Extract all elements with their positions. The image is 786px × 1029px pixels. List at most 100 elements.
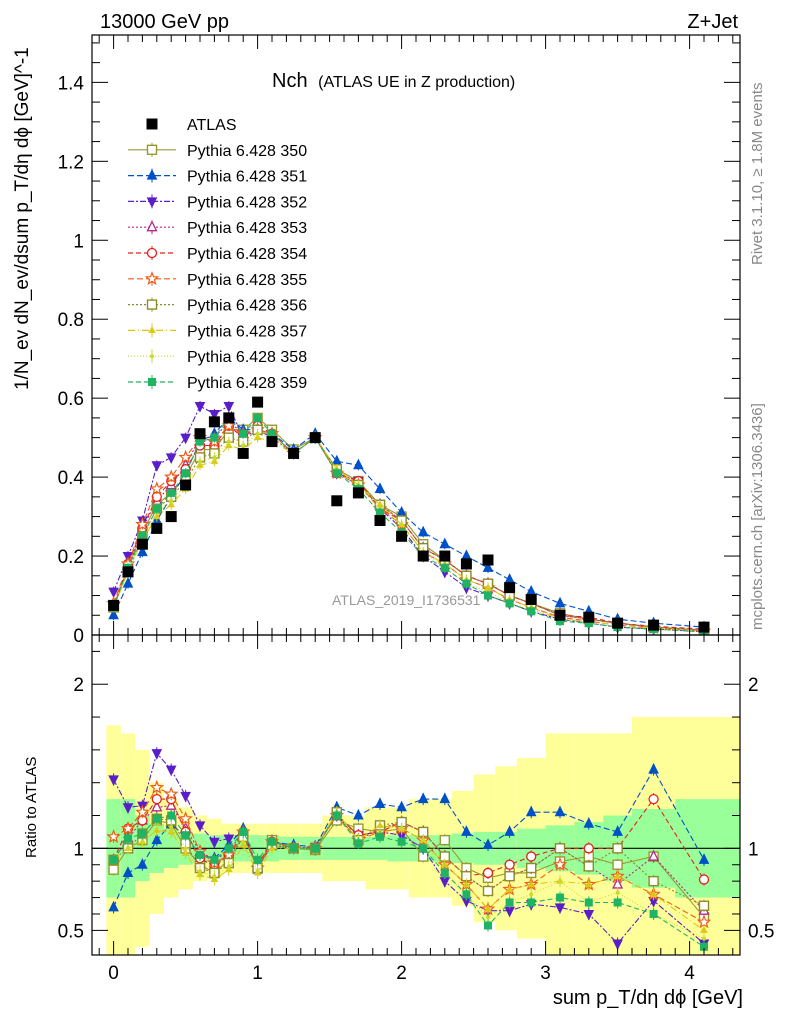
ratio-point: [419, 844, 428, 853]
plot-title-main: Nch: [272, 70, 308, 92]
axes-layer: 0 1 2 3 4 0 0.2 0.4 0.6 0.8 1 1.2 1.4 0.5 0.5 1 1 2 2: [58, 35, 774, 984]
ratio-point: [183, 846, 188, 851]
ratio-point: [439, 834, 450, 846]
ratio-point: [439, 792, 451, 804]
ratio-point: [648, 762, 659, 774]
ratio-point: [583, 861, 594, 872]
legend-marker: [146, 144, 158, 156]
ratio-point: [484, 921, 492, 930]
process-label: Z+Jet: [687, 11, 738, 33]
ratio-y-tick-label: 1: [73, 839, 84, 860]
mc-point: [462, 579, 471, 588]
atlas-data-point: [165, 511, 177, 523]
ratio-point: [554, 843, 566, 854]
ratio-point: [210, 855, 219, 864]
ratio-point: [374, 797, 386, 809]
x-tick-label: 0: [108, 963, 119, 984]
mc-point: [108, 608, 119, 620]
ratio-point: [353, 808, 364, 820]
energy-label: 13000 GeV pp: [100, 11, 229, 33]
legend-label: Pythia 6.428 350: [187, 143, 307, 160]
atlas-data-point: [554, 609, 566, 621]
legend-label: Pythia 6.428 356: [187, 298, 307, 315]
ratio-point: [151, 749, 163, 760]
ratio-point: [698, 853, 710, 864]
mc-point: [122, 577, 134, 588]
ratio-point: [181, 831, 190, 840]
mc-point: [374, 482, 386, 493]
ratio-point: [615, 890, 620, 895]
ratio-point: [527, 880, 536, 887]
legend-marker: [148, 326, 156, 333]
legend-marker: [144, 271, 160, 286]
mc-point: [163, 469, 179, 484]
ratio-point: [149, 779, 165, 794]
ratio-point: [122, 803, 134, 814]
atlas-data-point: [252, 396, 264, 408]
ratio-point: [108, 900, 119, 912]
ratio-point: [151, 800, 163, 812]
ratio-point: [311, 844, 320, 853]
ratio-point: [124, 834, 132, 843]
ratio-point: [224, 844, 233, 853]
rivet-label: Rivet 3.1.10, ≥ 1.8M events: [749, 83, 766, 266]
legend-marker: [150, 354, 154, 359]
atlas-data-point: [396, 530, 408, 542]
ratio-point: [152, 814, 161, 823]
atlas-data-point: [417, 550, 429, 562]
atlas-data-point: [374, 515, 386, 527]
ratio-point: [209, 837, 220, 849]
ratio-point: [108, 864, 119, 875]
plot-title-sub: (ATLAS UE in Z production): [318, 74, 515, 91]
ratio-point: [529, 892, 534, 897]
ratio-point: [554, 903, 566, 915]
ratio-point: [212, 874, 217, 879]
ratio-point: [223, 834, 235, 846]
y-tick-label: 0.4: [58, 468, 85, 489]
ratio-point: [241, 839, 246, 844]
ratio-point: [482, 885, 494, 897]
legend-label: Pythia 6.428 351: [187, 169, 307, 186]
atlas-data-point: [194, 428, 206, 440]
ratio-point: [613, 898, 622, 907]
atlas-data-point: [136, 538, 148, 550]
atlas-data-point: [612, 617, 624, 629]
main-y-axis-label: 1/N_ev dN_ev/dsum p_T/dη dϕ [GeV]^-1: [12, 47, 33, 390]
ratio-point: [178, 811, 193, 825]
plot-title: Nch (ATLAS UE in Z production): [272, 70, 515, 92]
ratio-series-line: [113, 798, 705, 880]
ratio-point: [194, 821, 206, 832]
ratio-point: [332, 811, 341, 820]
ratio-point: [397, 837, 406, 846]
legend-label: Pythia 6.428 353: [187, 220, 307, 237]
atlas-data-point: [108, 599, 120, 611]
ratio-point: [268, 837, 276, 846]
mc-point: [169, 498, 174, 503]
mc-point: [180, 433, 191, 445]
y-tick-label: 1.4: [58, 73, 85, 94]
mc-series-line: [113, 417, 705, 628]
ratio-point: [526, 862, 537, 874]
mc-point: [226, 439, 231, 444]
mc-point: [440, 563, 449, 572]
mc-point: [461, 549, 472, 561]
mc-point: [167, 488, 176, 497]
ratio-point: [525, 805, 537, 817]
ratio-point: [462, 890, 471, 899]
legend-marker: [146, 118, 158, 130]
ratio-point: [554, 805, 566, 817]
mc-point: [505, 599, 514, 608]
atlas-data-point: [208, 416, 220, 428]
ratio-series-layer: [106, 747, 712, 953]
ratio-point: [152, 826, 161, 833]
mc-point: [152, 504, 161, 513]
ratio-point: [649, 909, 658, 918]
mc-point: [165, 453, 177, 464]
legend-marker: [146, 247, 158, 259]
ratio-y-tick-label: 1: [748, 839, 759, 860]
x-axis-label: sum p_T/dη dϕ [GeV]: [553, 987, 743, 1009]
ratio-point: [396, 800, 407, 812]
ratio-series-line: [113, 752, 705, 945]
analysis-id: ATLAS_2019_I1736531: [332, 592, 481, 608]
mc-point: [417, 525, 429, 537]
